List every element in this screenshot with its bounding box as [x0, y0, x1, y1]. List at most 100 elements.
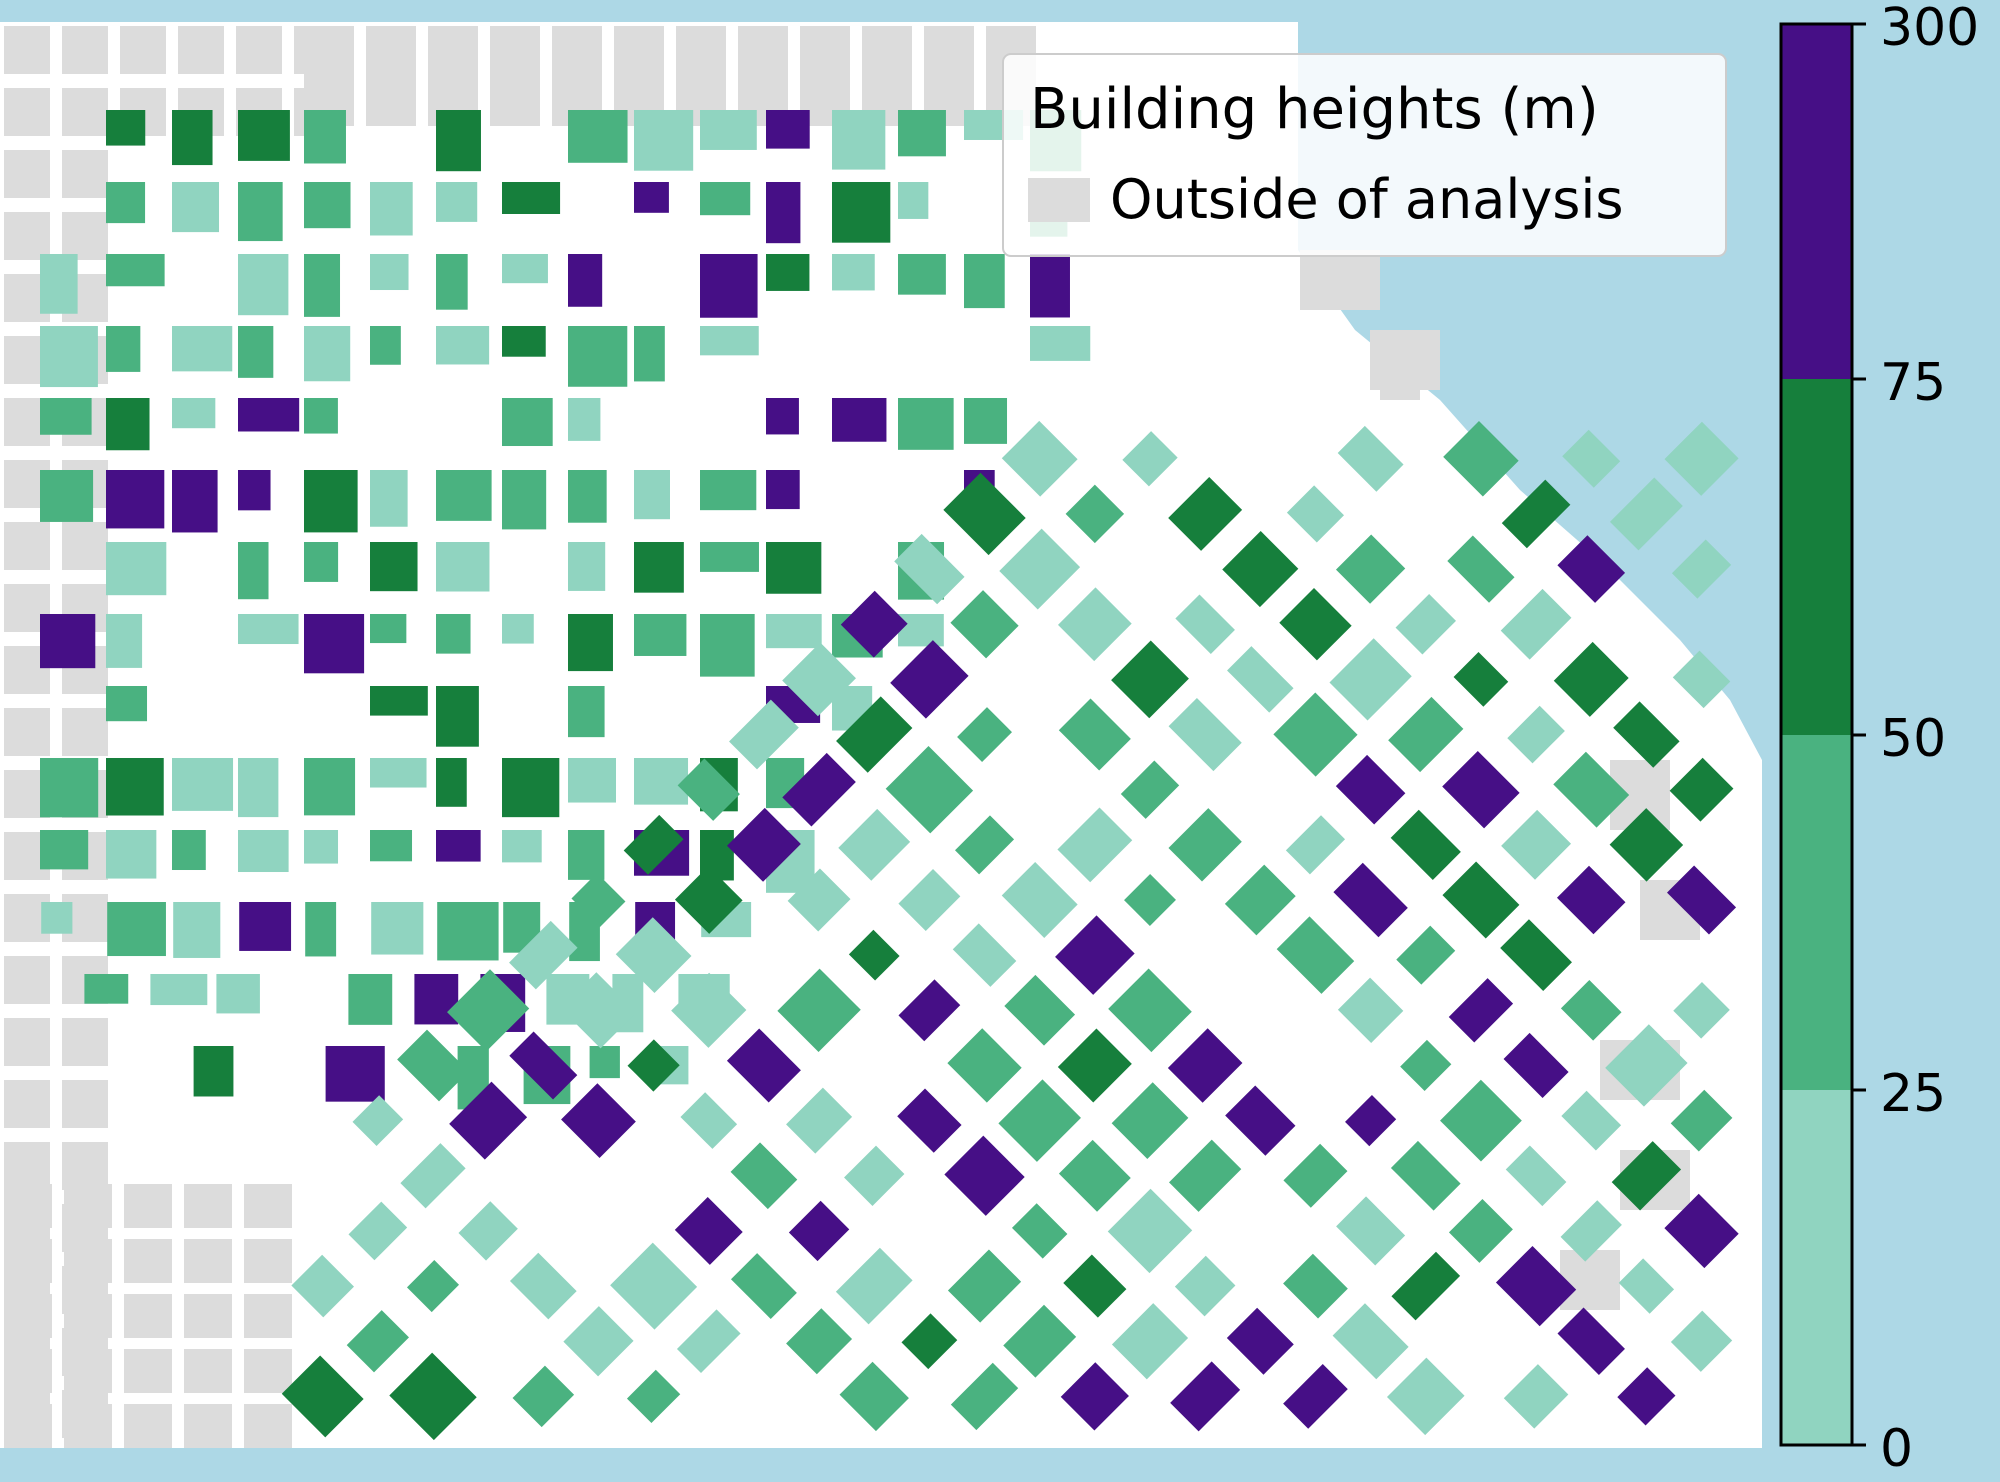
building [615, 917, 692, 994]
building [998, 1079, 1081, 1162]
building [623, 814, 684, 875]
building [458, 1201, 518, 1261]
outside-building [120, 26, 166, 74]
building [700, 542, 759, 572]
building [1286, 485, 1345, 543]
building [1390, 809, 1461, 880]
building [1276, 916, 1355, 994]
building [1226, 1307, 1294, 1375]
building [1557, 535, 1626, 603]
colorbar-bin-50-75 [1781, 379, 1852, 735]
building [955, 815, 1015, 875]
building [348, 1201, 408, 1261]
outside-building [1380, 360, 1420, 400]
building [1168, 476, 1243, 551]
building [40, 398, 92, 435]
building [1664, 1193, 1739, 1269]
building [832, 254, 875, 291]
building [832, 182, 891, 243]
building [1442, 861, 1520, 939]
outside-building [62, 1080, 108, 1128]
building [397, 1029, 469, 1102]
building [106, 542, 167, 596]
outside-building [4, 1080, 50, 1128]
outside-building [62, 522, 108, 570]
building [1030, 254, 1070, 318]
building [1283, 1364, 1348, 1429]
building [1560, 1200, 1622, 1262]
building [568, 254, 603, 307]
building [1108, 968, 1192, 1053]
building [1345, 1095, 1397, 1147]
building [568, 830, 605, 880]
legend-title: Building heights (m) [1030, 77, 1599, 142]
building [281, 1355, 364, 1438]
building [700, 254, 758, 318]
building [406, 1260, 460, 1313]
building [370, 686, 428, 716]
building [1058, 587, 1132, 662]
building [1453, 652, 1509, 707]
building [1169, 1139, 1242, 1212]
building [370, 830, 413, 862]
building [726, 807, 801, 882]
building [1329, 638, 1412, 721]
building [1168, 697, 1242, 772]
building [1609, 808, 1684, 882]
outside-building [62, 708, 108, 756]
building [304, 326, 351, 382]
building [436, 686, 479, 747]
building [1442, 750, 1520, 829]
building [1058, 1139, 1131, 1212]
building [304, 758, 356, 816]
building [1501, 809, 1572, 880]
building [512, 1365, 575, 1428]
building [106, 614, 143, 668]
building [1448, 1198, 1513, 1263]
building [885, 745, 974, 834]
building [1285, 815, 1346, 875]
building [832, 110, 886, 170]
building [173, 902, 221, 958]
building [1111, 640, 1189, 719]
outside-building [124, 1349, 172, 1393]
building [172, 326, 233, 372]
building [291, 1254, 354, 1318]
outside-building [62, 150, 108, 198]
building [839, 1361, 909, 1432]
outside-building [124, 1294, 172, 1338]
building [950, 1362, 1019, 1431]
outside-building [62, 26, 108, 74]
building [634, 470, 671, 520]
building [305, 902, 337, 957]
outside-building [4, 26, 50, 74]
outside-building [4, 1018, 50, 1066]
building [1440, 1079, 1522, 1162]
building [901, 1313, 958, 1370]
building [1122, 431, 1178, 487]
colorbar-tick-label-50: 50 [1880, 709, 1946, 769]
building [1337, 977, 1404, 1044]
building [84, 974, 129, 1004]
building [1225, 1085, 1296, 1156]
building [304, 398, 338, 434]
building [106, 326, 141, 372]
outside-building [184, 1239, 232, 1283]
building [1501, 479, 1571, 549]
building [1386, 1357, 1465, 1436]
outside-building [676, 26, 726, 126]
building [1003, 1304, 1077, 1378]
building [957, 707, 1012, 762]
building [610, 1242, 698, 1330]
building [172, 110, 213, 166]
building [1556, 865, 1626, 935]
building [40, 326, 98, 388]
outside-building [862, 26, 912, 126]
building [1011, 1203, 1068, 1259]
building [700, 110, 757, 150]
building [1111, 1303, 1189, 1380]
building [239, 902, 292, 951]
building [40, 470, 94, 522]
building [1673, 982, 1730, 1039]
